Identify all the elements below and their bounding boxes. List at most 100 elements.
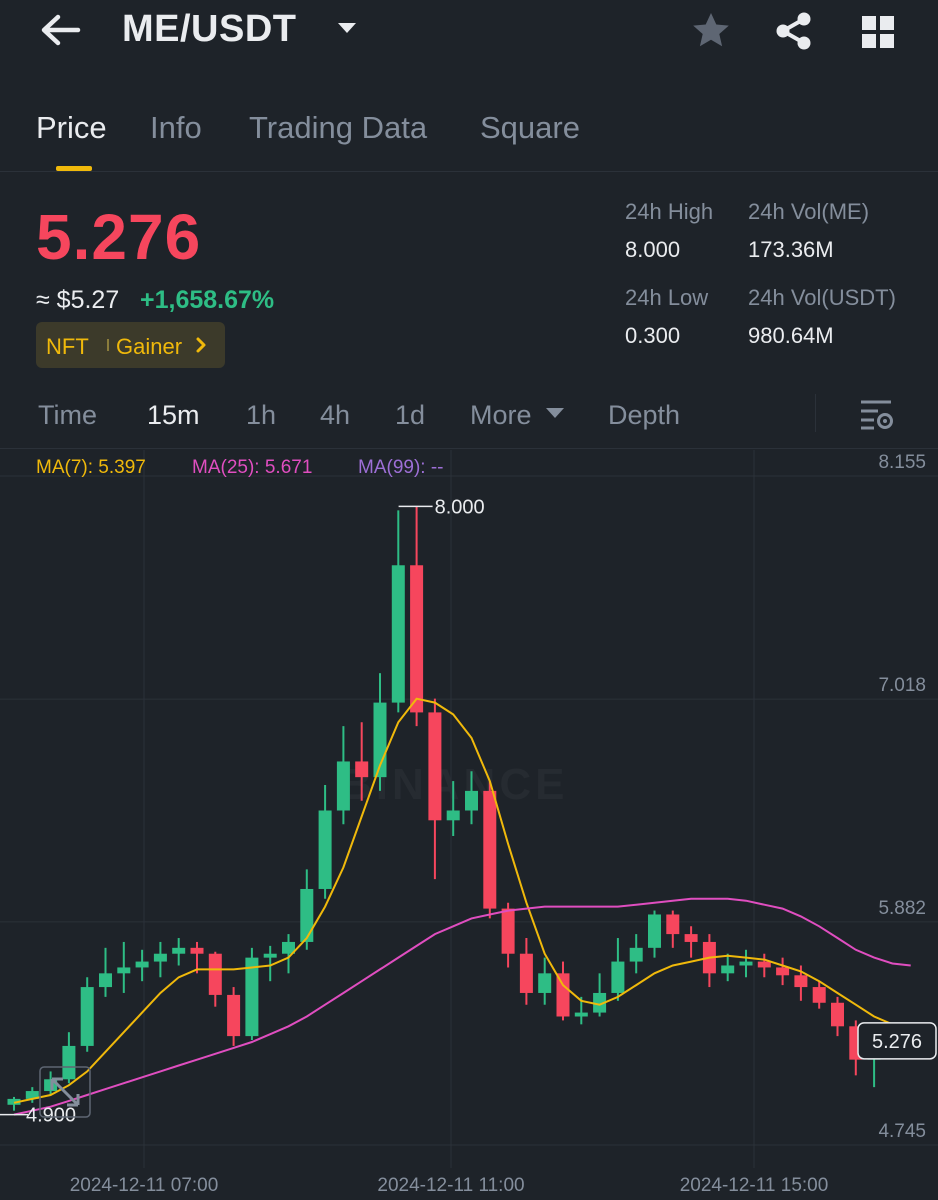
candle-body [465, 790, 478, 811]
tab-square[interactable]: Square [480, 110, 580, 145]
tab-trading-data[interactable]: Trading Data [249, 110, 428, 145]
candle-body [355, 761, 369, 778]
interval-time[interactable]: Time [38, 400, 97, 430]
x-tick-label: 2024-12-11 11:00 [377, 1175, 524, 1196]
ma99-legend: MA(99): -- [358, 457, 444, 478]
back-arrow-icon[interactable] [38, 10, 82, 50]
high-marker-label: 8.000 [435, 496, 485, 518]
candle-body [410, 565, 424, 713]
tab-bar: Price Info Trading Data Square [0, 98, 938, 172]
candle-body [300, 888, 314, 942]
candle-body [263, 953, 277, 958]
current-price-label: 5.276 [872, 1031, 922, 1053]
stat-vol-quote-value: 980.64M [748, 323, 834, 348]
ma7-line [13, 697, 911, 1104]
candle-body [556, 973, 570, 1017]
tag-separator [107, 339, 109, 351]
stat-low-label: 24h Low [625, 285, 709, 310]
interval-more[interactable]: More [470, 400, 532, 430]
candle-body [153, 953, 167, 962]
tab-info[interactable]: Info [150, 110, 202, 145]
candle-body [776, 967, 790, 976]
interval-bar: Time 15m 1h 4h 1d More Depth [0, 388, 938, 444]
stat-vol-base-value: 173.36M [748, 237, 834, 262]
candle-body [684, 934, 698, 942]
star-icon[interactable] [690, 10, 732, 50]
candle-body [593, 992, 607, 1013]
candle-body [391, 565, 405, 703]
candle-body [428, 712, 442, 821]
candle-body [629, 947, 643, 962]
divider [0, 448, 938, 449]
candle-body [721, 965, 735, 974]
stat-vol-quote-label: 24h Vol(USDT) [748, 285, 896, 310]
last-price: 5.276 [36, 201, 202, 273]
candle-body [99, 973, 112, 988]
current-price-box [857, 1022, 937, 1060]
caret-down-icon[interactable] [336, 20, 358, 36]
candle-body [227, 994, 241, 1037]
candlestick-chart[interactable]: 8.155 7.018 5.882 4.745 2024-12-11 07:00 2024… [0, 450, 938, 1200]
candle-body [25, 1091, 39, 1099]
candle-body [574, 1012, 588, 1017]
candle-body [190, 947, 204, 954]
low-marker-label: 4.900 [26, 1105, 76, 1127]
candle-body [519, 953, 533, 993]
y-tick-label: 5.882 [878, 898, 926, 919]
interval-depth[interactable]: Depth [608, 400, 681, 430]
stat-high-value: 8.000 [625, 237, 681, 262]
tag-gainer: Gainer [116, 334, 183, 359]
candle-body [739, 961, 753, 966]
candle-body [666, 914, 680, 935]
candle-body [172, 947, 186, 954]
candle-body [80, 987, 94, 1046]
candle-body [446, 810, 460, 821]
candle-body [336, 761, 350, 811]
interval-1h[interactable]: 1h [246, 400, 277, 430]
interval-15m[interactable]: 15m [147, 400, 200, 430]
pair-title[interactable]: ME/USDT [122, 8, 297, 50]
candle-body [648, 914, 661, 948]
candle-body [117, 967, 131, 974]
candle-body [812, 987, 826, 1003]
y-tick-label: 7.018 [878, 675, 926, 696]
top-bar: ME/USDT [0, 0, 938, 66]
y-tick-label: 4.745 [878, 1121, 926, 1142]
candle-body [208, 953, 222, 995]
active-tab-indicator [56, 166, 92, 171]
expand-chart-button[interactable] [39, 1066, 91, 1118]
divider [0, 171, 938, 172]
tab-price[interactable]: Price [36, 110, 107, 145]
candle-body [501, 908, 515, 954]
tag-chip[interactable]: NFT Gainer [36, 322, 225, 368]
candle-body [318, 810, 332, 889]
ma7-legend: MA(7): 5.397 [36, 457, 146, 478]
y-tick-label: 8.155 [878, 452, 926, 473]
candle-body [245, 957, 259, 1037]
candle-body [538, 973, 552, 993]
candle-body [135, 961, 149, 968]
candle-body [794, 975, 808, 988]
price-change-percent: +1,658.67% [140, 286, 275, 314]
stat-vol-base-label: 24h Vol(ME) [748, 199, 870, 224]
chevron-right-icon [196, 337, 206, 353]
x-tick-label: 2024-12-11 07:00 [70, 1175, 219, 1196]
candle-body [62, 1045, 76, 1080]
share-icon[interactable] [772, 10, 816, 52]
stat-high-label: 24h High [625, 199, 714, 224]
tag-nft: NFT [46, 334, 89, 359]
approx-usd-price: ≈ $5.27 [36, 286, 120, 314]
interval-4h[interactable]: 4h [320, 400, 351, 430]
x-tick-label: 2024-12-11 15:00 [680, 1175, 829, 1196]
candle-body [611, 961, 625, 993]
candle-body [757, 961, 771, 968]
chart-settings-icon[interactable] [858, 396, 894, 432]
ma25-line [13, 897, 911, 1116]
ma25-legend: MA(25): 5.671 [192, 457, 313, 478]
candle-body [483, 790, 497, 909]
interval-separator [815, 394, 816, 432]
caret-down-icon[interactable] [544, 406, 566, 420]
candle-body [282, 941, 295, 954]
grid-icon[interactable] [858, 12, 898, 52]
interval-1d[interactable]: 1d [395, 400, 426, 430]
